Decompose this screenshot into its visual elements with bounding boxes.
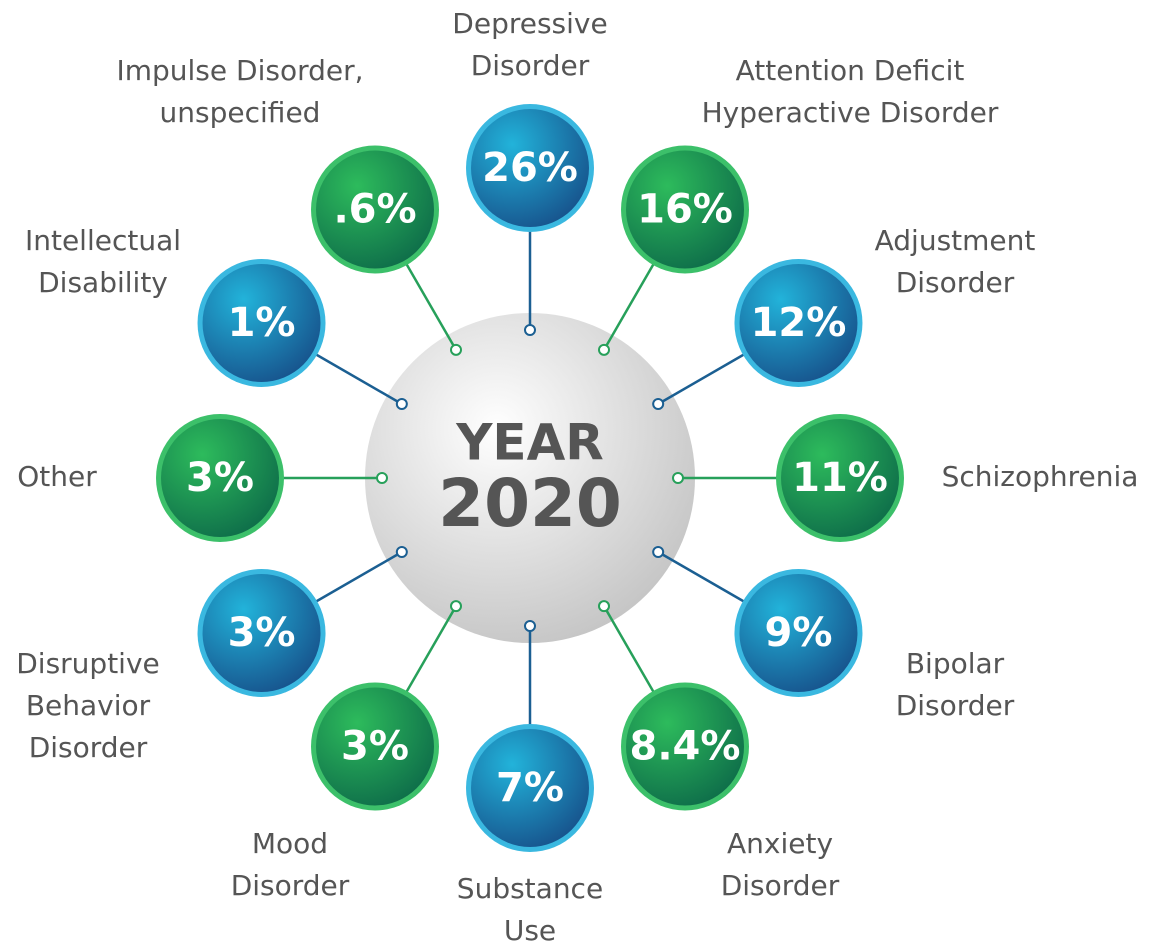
bubble [739,574,858,692]
connector-dot [395,546,408,558]
label: Disorder [896,689,1015,722]
value: 12% [751,300,847,346]
connector-dot [652,398,665,410]
label: Use [504,914,556,942]
connector [404,605,458,694]
bubble [626,150,744,269]
connector [657,352,746,406]
label: unspecified [160,96,321,129]
bubble [202,574,321,692]
value: 26% [482,145,578,191]
bubble [316,687,434,806]
connector-dot [395,398,408,410]
value: 7% [496,765,564,811]
label: Disorder [721,869,840,902]
bubble [739,264,858,382]
label: Depressive [452,7,607,40]
label: Disability [38,266,168,299]
center-text: 2020 [438,465,622,542]
connector-dot [524,324,536,336]
connector-dot [450,343,462,356]
connector [657,550,746,604]
label: Disorder [896,266,1015,299]
connector-dot [598,343,610,356]
label: Disruptive [16,647,160,680]
label: Adjustment [875,224,1036,257]
bubble [316,150,434,269]
label: Impulse Disorder, [116,54,363,87]
bubble [471,729,589,847]
bubble [161,419,279,537]
value: 8.4% [630,723,741,769]
label: Mood [252,827,328,860]
connector-dot [652,546,665,558]
connector [404,262,458,351]
label: Intellectual [25,224,181,257]
label: Other [17,460,97,493]
label: Anxiety [727,827,833,860]
label: Disorder [29,731,148,764]
bubble [202,264,321,382]
label: Substance [457,872,603,905]
connector-dot [376,472,388,484]
connector [314,352,403,406]
center-sphere [365,313,695,643]
value: 3% [228,610,296,656]
bubble [626,687,744,806]
label: Disorder [471,49,590,82]
value: 3% [341,723,409,769]
connector [602,605,656,694]
connector-dot [524,620,536,632]
label: Schizophrenia [942,460,1139,493]
value: 11% [792,455,888,501]
value: .6% [333,187,416,233]
value: 16% [637,187,733,233]
center-text: YEAR [455,414,604,472]
label: Disorder [231,869,350,902]
connector-dot [672,472,684,484]
bubble [471,109,589,227]
label: Attention Deficit [736,54,965,87]
bubble [781,419,899,537]
connector [314,550,403,604]
connector [602,262,656,351]
connector-dot [450,600,462,613]
label: Hyperactive Disorder [702,96,999,129]
value: 9% [765,610,833,656]
connector-dot [598,600,610,613]
label: Behavior [26,689,151,722]
label: Bipolar [906,647,1005,680]
value: 1% [228,300,296,346]
value: 3% [186,455,254,501]
